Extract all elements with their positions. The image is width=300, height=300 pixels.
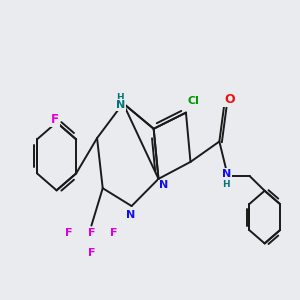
Text: N: N	[159, 180, 168, 190]
Text: O: O	[224, 93, 235, 106]
Text: N: N	[222, 169, 231, 179]
Text: F: F	[88, 228, 95, 238]
Text: F: F	[65, 228, 73, 238]
Text: N: N	[116, 100, 125, 110]
Text: F: F	[110, 228, 118, 238]
Text: H: H	[223, 180, 230, 189]
Text: H: H	[116, 93, 124, 102]
Text: N: N	[126, 209, 136, 220]
Text: Cl: Cl	[188, 96, 200, 106]
Text: F: F	[51, 113, 59, 126]
Text: F: F	[88, 248, 95, 258]
